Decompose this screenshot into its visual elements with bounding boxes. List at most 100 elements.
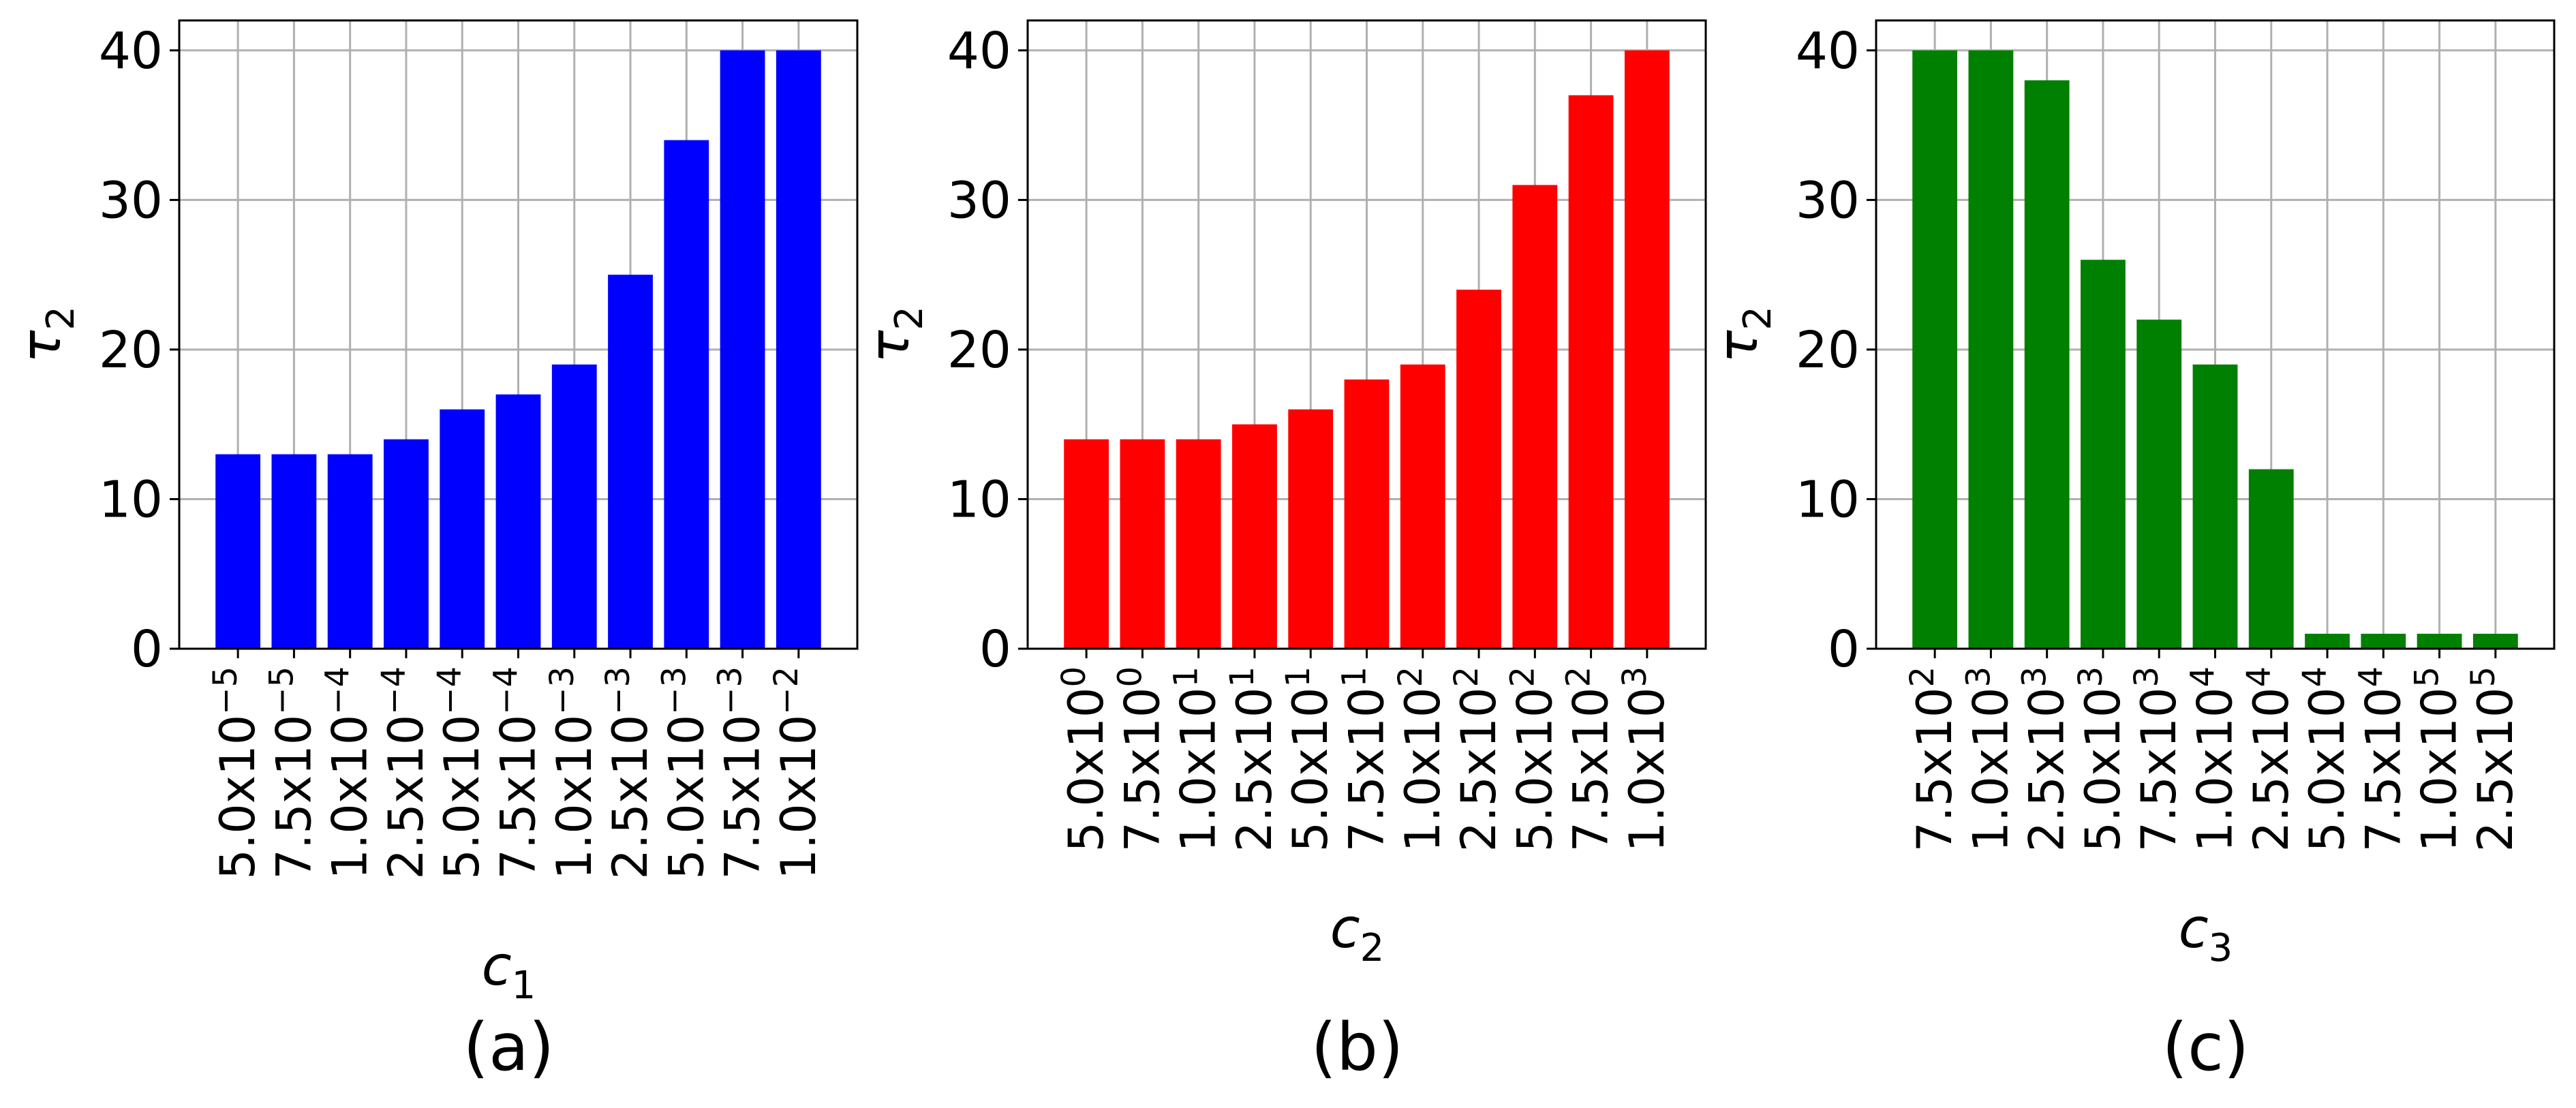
x-tick-mantissa: 1.0x10 bbox=[1963, 688, 2019, 852]
bar bbox=[271, 454, 317, 649]
x-axis-label-main: c bbox=[482, 934, 512, 998]
bar bbox=[1624, 50, 1670, 649]
x-tick-mantissa: 1.0x10 bbox=[547, 715, 602, 880]
x-tick-label: 2.5x102 bbox=[1447, 666, 1507, 852]
bar bbox=[215, 454, 261, 649]
x-tick-exponent: −5 bbox=[206, 666, 245, 715]
x-tick-label: 7.5x102 bbox=[1903, 666, 1963, 852]
x-tick-label: 5.0x100 bbox=[1055, 666, 1114, 852]
x-tick-exponent: 1 bbox=[1279, 666, 1317, 688]
x-tick-exponent: −3 bbox=[543, 666, 581, 715]
bar bbox=[608, 275, 653, 649]
x-tick-exponent: 4 bbox=[2352, 666, 2390, 688]
x-tick-exponent: −2 bbox=[767, 666, 806, 715]
x-tick-label: 5.0x103 bbox=[2072, 666, 2131, 852]
x-tick-exponent: 4 bbox=[2184, 666, 2222, 688]
x-tick-exponent: 5 bbox=[2464, 666, 2502, 688]
x-tick-mantissa: 7.5x10 bbox=[1907, 688, 1963, 852]
y-tick-label: 10 bbox=[1796, 470, 1860, 529]
y-tick-label: 0 bbox=[1828, 620, 1860, 679]
bar bbox=[1512, 185, 1558, 649]
x-tick-exponent: 3 bbox=[2128, 666, 2166, 688]
y-tick-label: 10 bbox=[947, 470, 1011, 529]
x-tick-label: 1.0x104 bbox=[2184, 666, 2243, 852]
x-axis-label-main: c bbox=[2179, 897, 2209, 960]
x-tick-label: 5.0x10−5 bbox=[206, 666, 266, 880]
y-axis-label-sub: 2 bbox=[887, 306, 932, 330]
y-axis-label: τ2 bbox=[1706, 306, 1780, 363]
x-tick-mantissa: 2.5x10 bbox=[378, 715, 434, 880]
x-tick-mantissa: 1.0x10 bbox=[2412, 688, 2468, 852]
y-tick-label: 20 bbox=[1796, 321, 1860, 380]
bar bbox=[327, 454, 373, 649]
bar bbox=[2417, 634, 2462, 649]
x-tick-exponent: 2 bbox=[1560, 666, 1598, 688]
x-tick-exponent: 3 bbox=[2072, 666, 2110, 688]
bar bbox=[440, 409, 485, 649]
x-tick-label: 7.5x101 bbox=[1336, 666, 1395, 852]
x-tick-exponent: 0 bbox=[1111, 666, 1149, 688]
bar bbox=[495, 394, 541, 649]
x-tick-mantissa: 2.5x10 bbox=[1451, 688, 1507, 852]
x-axis-label-main: c bbox=[1330, 897, 1360, 960]
bar bbox=[2081, 260, 2126, 649]
x-tick-mantissa: 1.0x10 bbox=[1171, 688, 1227, 852]
x-axis-label-sub: 2 bbox=[1360, 926, 1385, 970]
x-tick-label: 5.0x104 bbox=[2296, 666, 2355, 852]
x-tick-exponent: 2 bbox=[1392, 666, 1430, 688]
x-tick-label: 5.0x10−4 bbox=[431, 666, 490, 880]
x-tick-exponent: 2 bbox=[1903, 666, 1942, 688]
x-tick-label: 7.5x102 bbox=[1560, 666, 1619, 852]
y-tick-label: 0 bbox=[979, 620, 1011, 679]
x-tick-label: 2.5x105 bbox=[2464, 666, 2524, 852]
x-tick-label: 7.5x10−5 bbox=[262, 666, 322, 880]
x-tick-mantissa: 2.5x10 bbox=[2468, 688, 2524, 852]
x-tick-mantissa: 1.0x10 bbox=[771, 715, 827, 880]
y-axis-label-main: τ bbox=[10, 330, 73, 363]
x-tick-label: 5.0x101 bbox=[1279, 666, 1338, 852]
plot-frame bbox=[1026, 19, 1707, 650]
x-tick-mantissa: 7.5x10 bbox=[1563, 688, 1619, 852]
y-tick-label: 30 bbox=[99, 171, 163, 230]
y-tick-label: 0 bbox=[131, 620, 163, 679]
plot-frame bbox=[1875, 19, 2556, 650]
x-tick-mantissa: 5.0x10 bbox=[434, 715, 490, 880]
y-axis-label: τ2 bbox=[858, 306, 932, 363]
chart-panel-2: 0102030405.0x1007.5x1001.0x1012.5x1015.0… bbox=[858, 19, 1707, 1086]
y-axis-label-main: τ bbox=[1706, 330, 1770, 363]
y-tick-label: 40 bbox=[947, 22, 1011, 80]
x-tick-exponent: 3 bbox=[1959, 666, 1997, 688]
panel-label: (b) bbox=[1311, 1009, 1404, 1086]
x-tick-mantissa: 2.5x10 bbox=[2019, 688, 2075, 852]
x-tick-exponent: −4 bbox=[431, 666, 469, 715]
x-tick-mantissa: 7.5x10 bbox=[1114, 688, 1170, 852]
y-axis-label-sub: 2 bbox=[1736, 306, 1780, 330]
x-tick-mantissa: 2.5x10 bbox=[2243, 688, 2299, 852]
bar bbox=[720, 50, 765, 649]
x-tick-mantissa: 7.5x10 bbox=[1339, 688, 1395, 852]
bar bbox=[1400, 364, 1445, 649]
y-axis-label-sub: 2 bbox=[39, 306, 83, 330]
x-tick-mantissa: 5.0x10 bbox=[1058, 688, 1114, 852]
x-axis-label: c1 bbox=[482, 934, 536, 1008]
x-tick-label: 1.0x10−2 bbox=[767, 666, 827, 880]
y-tick-label: 30 bbox=[1796, 171, 1860, 230]
bar bbox=[2136, 320, 2182, 649]
x-tick-label: 2.5x10−3 bbox=[599, 666, 658, 880]
x-tick-exponent: 2 bbox=[1503, 666, 1542, 688]
x-tick-label: 7.5x104 bbox=[2352, 666, 2411, 852]
bar bbox=[384, 439, 429, 649]
x-tick-exponent: 4 bbox=[2240, 666, 2278, 688]
x-tick-label: 5.0x102 bbox=[1503, 666, 1563, 852]
x-tick-label: 2.5x101 bbox=[1223, 666, 1283, 852]
y-tick-label: 10 bbox=[99, 470, 163, 529]
bar bbox=[2361, 634, 2406, 649]
chart-panel-1: 0102030405.0x10−57.5x10−51.0x10−42.5x10−… bbox=[10, 19, 859, 1086]
x-tick-mantissa: 5.0x10 bbox=[210, 715, 266, 880]
x-tick-mantissa: 1.0x10 bbox=[322, 715, 378, 880]
y-tick-label: 20 bbox=[99, 321, 163, 380]
bar bbox=[1120, 439, 1165, 649]
bar bbox=[1288, 409, 1334, 649]
x-tick-label: 7.5x10−3 bbox=[711, 666, 771, 880]
x-tick-mantissa: 7.5x10 bbox=[2131, 688, 2187, 852]
